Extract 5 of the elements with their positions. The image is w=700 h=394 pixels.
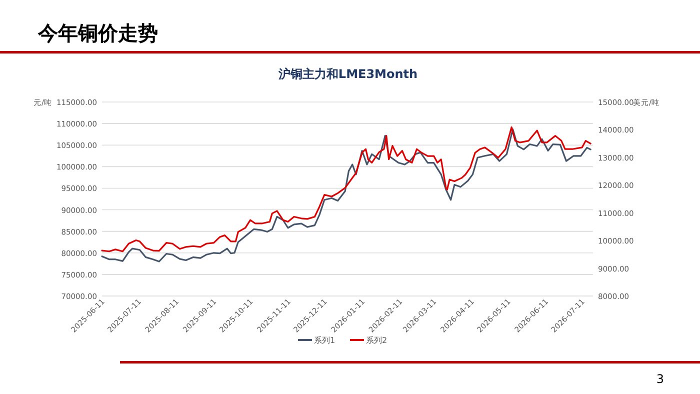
legend-label: 系列1: [314, 336, 336, 345]
chart-title: 今年铜价走势: [37, 21, 158, 45]
chart-subtitle: 沪铜主力和LME3Month: [277, 67, 418, 81]
text: 3: [656, 372, 664, 386]
legend-label: 系列2: [366, 336, 388, 345]
